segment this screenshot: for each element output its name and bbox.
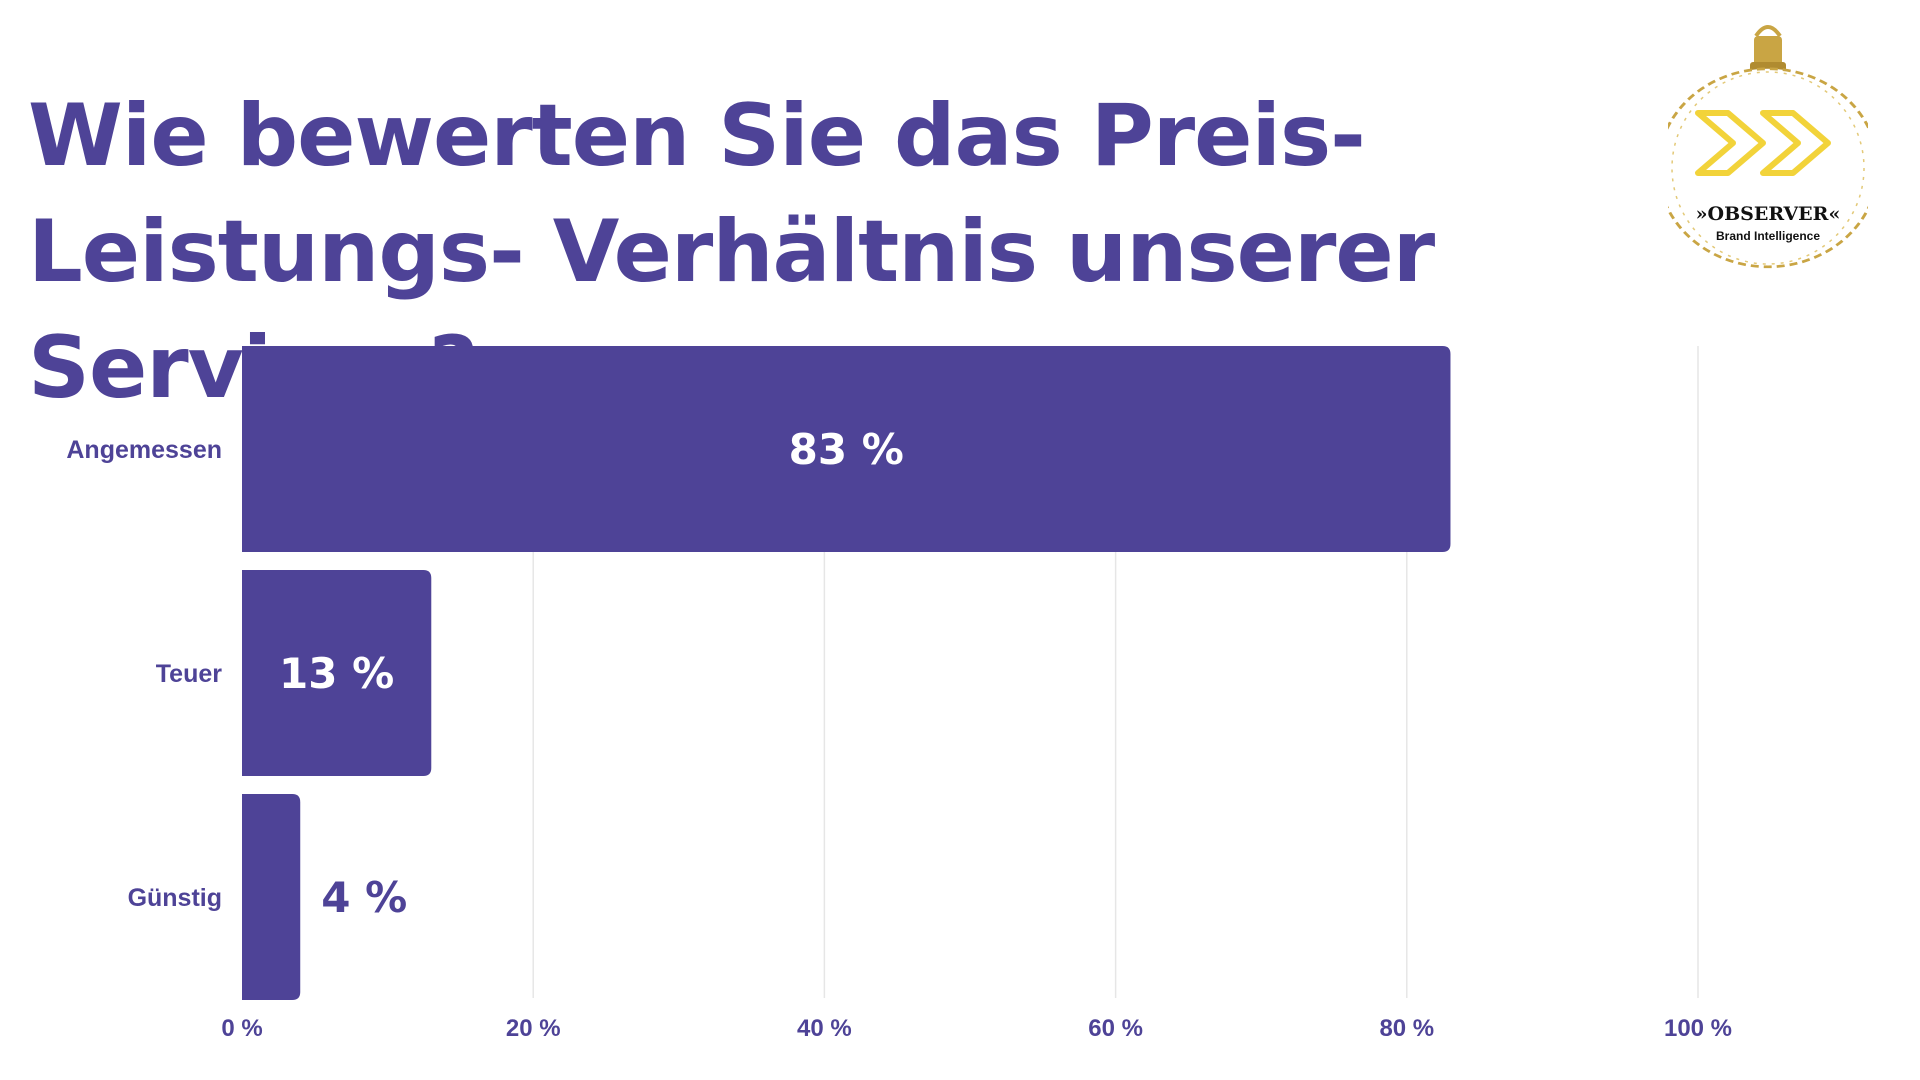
- label-layer: 0 % 20 % 40 % 60 % 80 % 100 % Angemessen 83 % Te…: [66, 425, 1732, 1042]
- x-tick-label: 100 %: [1664, 1015, 1732, 1042]
- category-label: Angemessen: [66, 436, 222, 464]
- logo-subtext: Brand Intelligence: [1716, 229, 1820, 243]
- category-label: Günstig: [128, 884, 222, 912]
- bar-günstig: [242, 794, 301, 1000]
- chart-title: Wie bewerten Sie das Preis-Leistungs- Ve…: [28, 86, 1435, 418]
- x-tick-label: 80 %: [1379, 1015, 1434, 1042]
- bar-layer: [242, 346, 1451, 1000]
- logo-text: »OBSERVER«: [1696, 203, 1841, 225]
- x-tick-label: 0 %: [221, 1015, 262, 1042]
- x-tick-label: 40 %: [797, 1015, 852, 1042]
- observer-logo-graphic: »OBSERVER« Brand Intelligence: [1668, 25, 1868, 269]
- bar-chart-svg: 0 % 20 % 40 % 60 % 80 % 100 % Angemessen 83 % Te…: [66, 346, 1732, 1042]
- bar-teuer: [242, 570, 432, 776]
- x-tick-label: 20 %: [506, 1015, 561, 1042]
- value-label: 4 %: [321, 873, 407, 922]
- category-label: Teuer: [156, 660, 222, 688]
- x-tick-label: 60 %: [1088, 1015, 1143, 1042]
- bar-angemessen: [242, 346, 1451, 552]
- observer-logo: »OBSERVER« Brand Intelligence: [1668, 18, 1868, 293]
- value-label: 83 %: [789, 425, 904, 474]
- bar-chart: 0 % 20 % 40 % 60 % 80 % 100 % Angemessen 83 % Te…: [0, 340, 1920, 1060]
- value-label: 13 %: [279, 649, 394, 698]
